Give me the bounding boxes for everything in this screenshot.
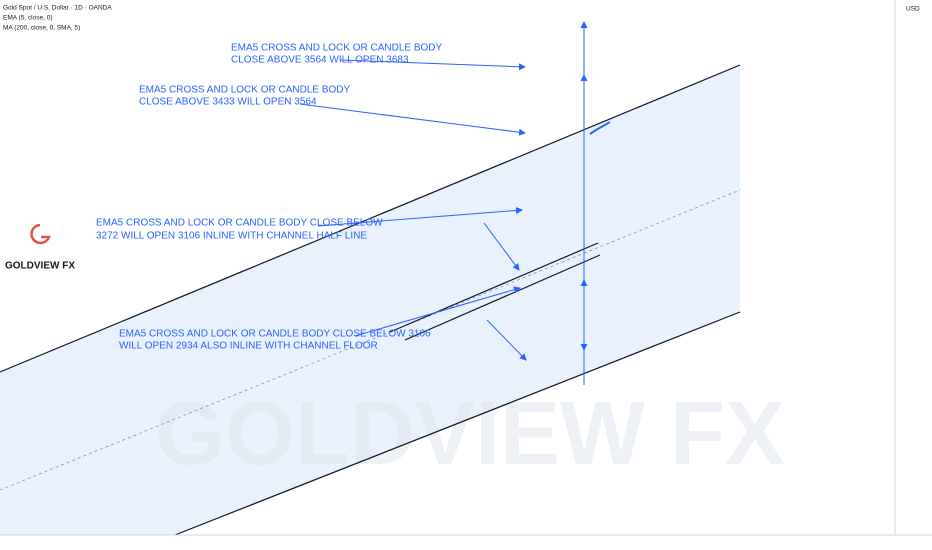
check-mark xyxy=(589,121,611,135)
annotation: EMA5 CROSS AND LOCK OR CANDLE BODY xyxy=(139,85,350,96)
channel-lines xyxy=(0,64,741,536)
background xyxy=(0,65,740,535)
arrow xyxy=(317,206,523,227)
watermark: GOLDVIEW FX xyxy=(155,384,785,484)
sub-channel-upper xyxy=(389,242,599,333)
annotation: EMA5 CROSS AND LOCK OR CANDLE BODY CLOSE… xyxy=(96,218,383,229)
arrow xyxy=(299,103,526,136)
arrow xyxy=(339,59,526,71)
arrow xyxy=(483,222,520,271)
annotations: EMA5 CROSS AND LOCK OR CANDLE BODY CLOSE… xyxy=(96,43,442,352)
symbol-title: Gold Spot / U.S. Dollar · 1D · OANDA xyxy=(3,5,112,12)
arrow xyxy=(354,286,521,337)
annotation: CLOSE ABOVE 3433 WILL OPEN 3564 xyxy=(139,97,317,108)
channel-half xyxy=(0,189,741,491)
indicator-label: EMA (5, close, 0) xyxy=(3,15,53,22)
sub-channel-lower xyxy=(404,254,601,341)
indicator-label: MA (200, close, 0, SMA, 5) xyxy=(3,25,80,32)
annotation: CLOSE ABOVE 3564 WILL OPEN 3683 xyxy=(231,55,409,66)
channel-fill xyxy=(0,65,740,535)
logo-text: GOLDVIEW FX xyxy=(5,261,75,272)
channel-upper xyxy=(0,64,741,373)
legend: Gold Spot / U.S. Dollar · 1D · OANDA EMA… xyxy=(3,5,112,32)
annotation: WILL OPEN 2934 ALSO INLINE WITH CHANNEL … xyxy=(119,341,378,352)
channel-lower xyxy=(174,311,741,536)
arrow xyxy=(486,319,527,361)
annotation: 3272 WILL OPEN 3106 INLINE WITH CHANNEL … xyxy=(96,231,367,242)
annotation: EMA5 CROSS AND LOCK OR CANDLE BODY CLOSE… xyxy=(119,329,431,340)
currency: USD xyxy=(906,6,920,13)
logo: GOLDVIEW FX xyxy=(5,223,75,272)
price-axis xyxy=(895,0,932,550)
arrows xyxy=(299,21,588,385)
logo-icon xyxy=(30,223,51,245)
annotation: EMA5 CROSS AND LOCK OR CANDLE BODY xyxy=(231,43,442,54)
